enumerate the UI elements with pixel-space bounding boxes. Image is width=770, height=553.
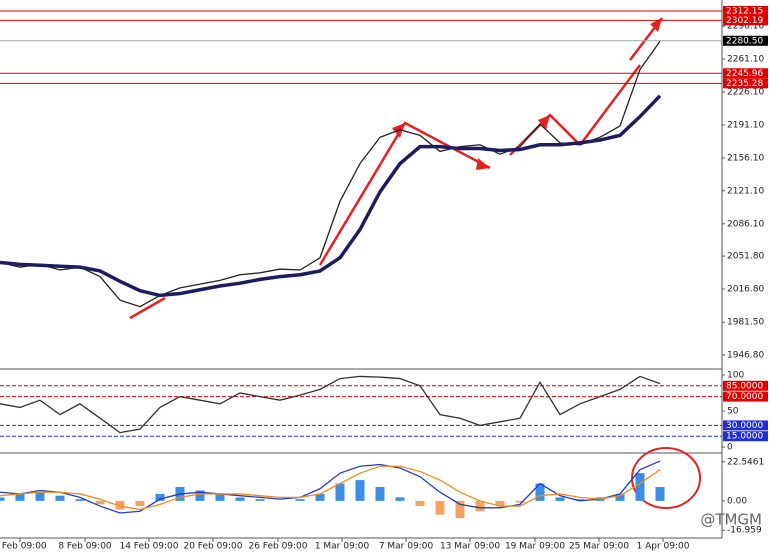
y-tick-label: 50 [727,407,739,417]
level-label: 15.0000 [726,432,763,442]
arrow-head [650,18,662,32]
y-tick-label: 2086.10 [727,219,764,229]
y-tick-label: 2261.10 [727,55,764,65]
histogram-bar [255,499,265,501]
y-tick-label: 1946.80 [727,350,764,360]
histogram-bar [495,500,505,507]
highlight-circle [631,447,701,509]
histogram-bar [435,500,445,515]
level-tag [723,15,768,26]
x-tick-label: 7 Mar 09:00 [379,542,434,552]
histogram-bar [535,483,545,501]
histogram-bar [315,493,325,501]
histogram-bar [355,480,365,501]
arrow-head [476,158,490,170]
x-tick-label: 1 Apr 09:00 [637,542,690,552]
histogram-bar [415,500,425,507]
histogram-bar [655,487,665,501]
level-label: 2312.15 [726,6,763,16]
level-tag [723,78,768,89]
level-label: 85.0000 [726,381,763,391]
histogram-bar [615,493,625,501]
y-tick-label: 1981.50 [727,318,764,328]
histogram-bar [555,497,565,501]
level-tag [723,431,768,442]
series-line [0,40,661,308]
x-tick-label: 2 Feb 09:00 [0,542,47,552]
x-tick-label: 25 Mar 09:00 [569,542,629,552]
level-tag [723,68,768,79]
y-tick-label: 2016.80 [727,285,764,295]
histogram-bar [155,493,165,501]
histogram-bar [635,473,645,501]
y-tick-label: 2121.10 [727,186,764,196]
series-line [0,465,661,511]
histogram-bar [395,497,405,501]
histogram-bar [75,499,85,501]
y-tick-label: 2191.10 [727,120,764,130]
histogram-bar [215,493,225,501]
histogram-bar [95,500,105,505]
y-tick-label: 0.00 [727,496,747,506]
y-tick-label: 2051.80 [727,252,764,262]
level-tag [723,35,768,46]
histogram-bar [375,487,385,501]
level-label: 2235.28 [726,79,763,89]
level-label: 2302.19 [726,16,763,26]
y-tick-label: 100 [727,370,744,380]
y-tick-label: 0 [727,443,733,453]
x-tick-label: 20 Feb 09:00 [183,542,242,552]
series-line [0,375,661,434]
histogram-bar [15,493,25,501]
histogram-bar [335,483,345,501]
histogram-bar [295,499,305,501]
arrow-head [538,115,550,130]
histogram-bar [55,495,65,501]
x-tick-label: 19 Mar 09:00 [505,542,565,552]
series-line [0,460,661,514]
x-tick-label: 13 Mar 09:00 [440,542,500,552]
histogram-bar [135,500,145,507]
x-tick-label: 26 Feb 09:00 [248,542,307,552]
level-label: 2280.50 [726,36,763,46]
histogram-bar [115,500,125,510]
histogram-bar [575,499,585,501]
histogram-bar [515,500,525,503]
y-tick-label: 2156.10 [727,153,764,163]
watermark: @TMGM [700,511,762,529]
histogram-bar [195,490,205,501]
y-tick-label: -16.959 [727,526,762,536]
level-tag [723,391,768,402]
level-tag [723,380,768,391]
y-tick-label: 2226.10 [727,87,764,97]
x-tick-label: 14 Feb 09:00 [119,542,178,552]
histogram-bar [0,497,5,501]
level-label: 30.0000 [726,421,763,431]
x-tick-label: 8 Feb 09:00 [58,542,112,552]
level-tag [723,5,768,16]
series-line [0,94,662,298]
histogram-bar [475,500,485,512]
arrow [129,296,166,320]
histogram-bar [35,492,45,501]
y-tick-label: 2296.10 [727,22,764,32]
arrow [579,64,641,146]
histogram-bar [455,500,465,519]
y-tick-label: 22.5461 [727,457,764,467]
histogram-bar [235,497,245,501]
x-tick-label: 1 Mar 09:00 [315,542,370,552]
level-tag [723,420,768,431]
level-label: 2245.96 [726,69,763,79]
level-label: 70.0000 [726,392,763,402]
